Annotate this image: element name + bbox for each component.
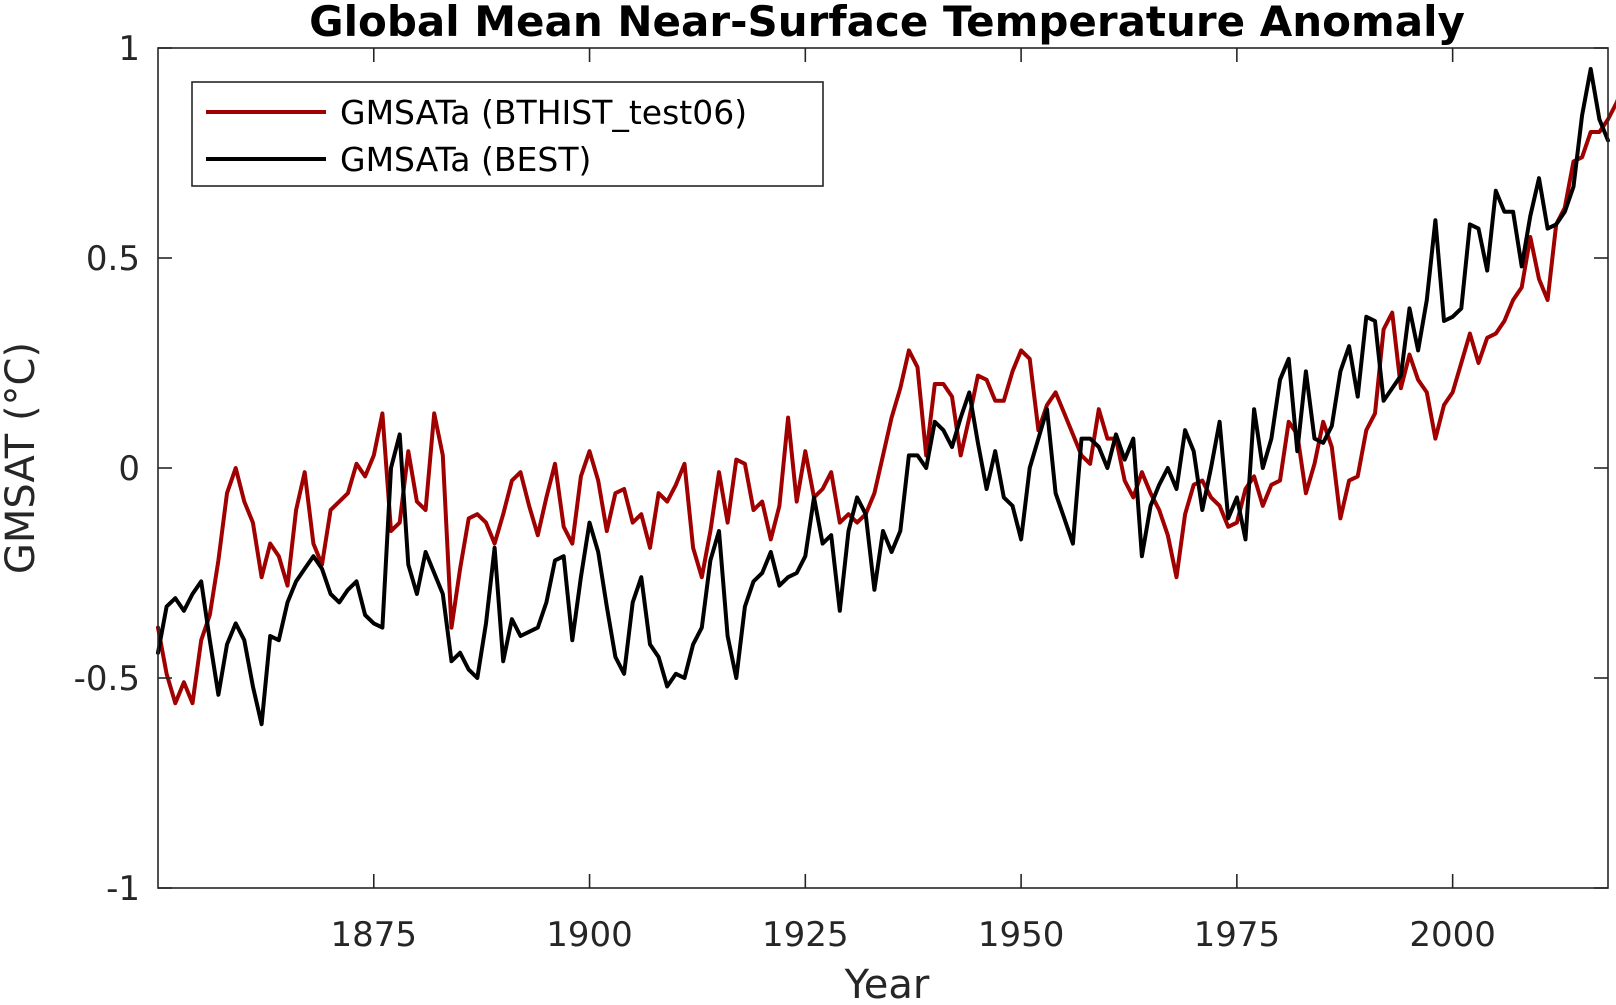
axes: 1875 1900 1925 1950 1975 2000 -1 -0.5 0 0.5 1 (74, 29, 1609, 955)
legend-box (191, 81, 824, 187)
x-tick-label: 2000 (1409, 915, 1496, 955)
y-tick-label: 0 (118, 449, 140, 489)
chart-title: Global Mean Near-Surface Temperature Ano… (309, 0, 1465, 46)
legend-label-2: GMSATa (BEST) (340, 140, 591, 179)
legend: GMSATa (BTHIST_test06) GMSATa (BEST) (191, 81, 824, 187)
x-tick-label: 1950 (978, 915, 1065, 955)
plot-area (156, 67, 1616, 727)
series-line-1 (156, 98, 1616, 706)
y-tick-label: -1 (106, 869, 140, 909)
y-tick-label: -0.5 (74, 659, 140, 699)
x-axis-label: Year (844, 962, 930, 1005)
y-axis-label: GMSAT (°C) (0, 342, 44, 574)
x-tick-label: 1875 (331, 915, 418, 955)
series-line-2 (156, 67, 1610, 727)
legend-label-1: GMSATa (BTHIST_test06) (340, 93, 747, 132)
x-tick-label: 1925 (762, 915, 849, 955)
x-tick-label: 1975 (1194, 915, 1281, 955)
x-tick-label: 1900 (546, 915, 633, 955)
y-tick-label: 1 (118, 29, 140, 69)
y-tick-label: 0.5 (86, 239, 140, 279)
